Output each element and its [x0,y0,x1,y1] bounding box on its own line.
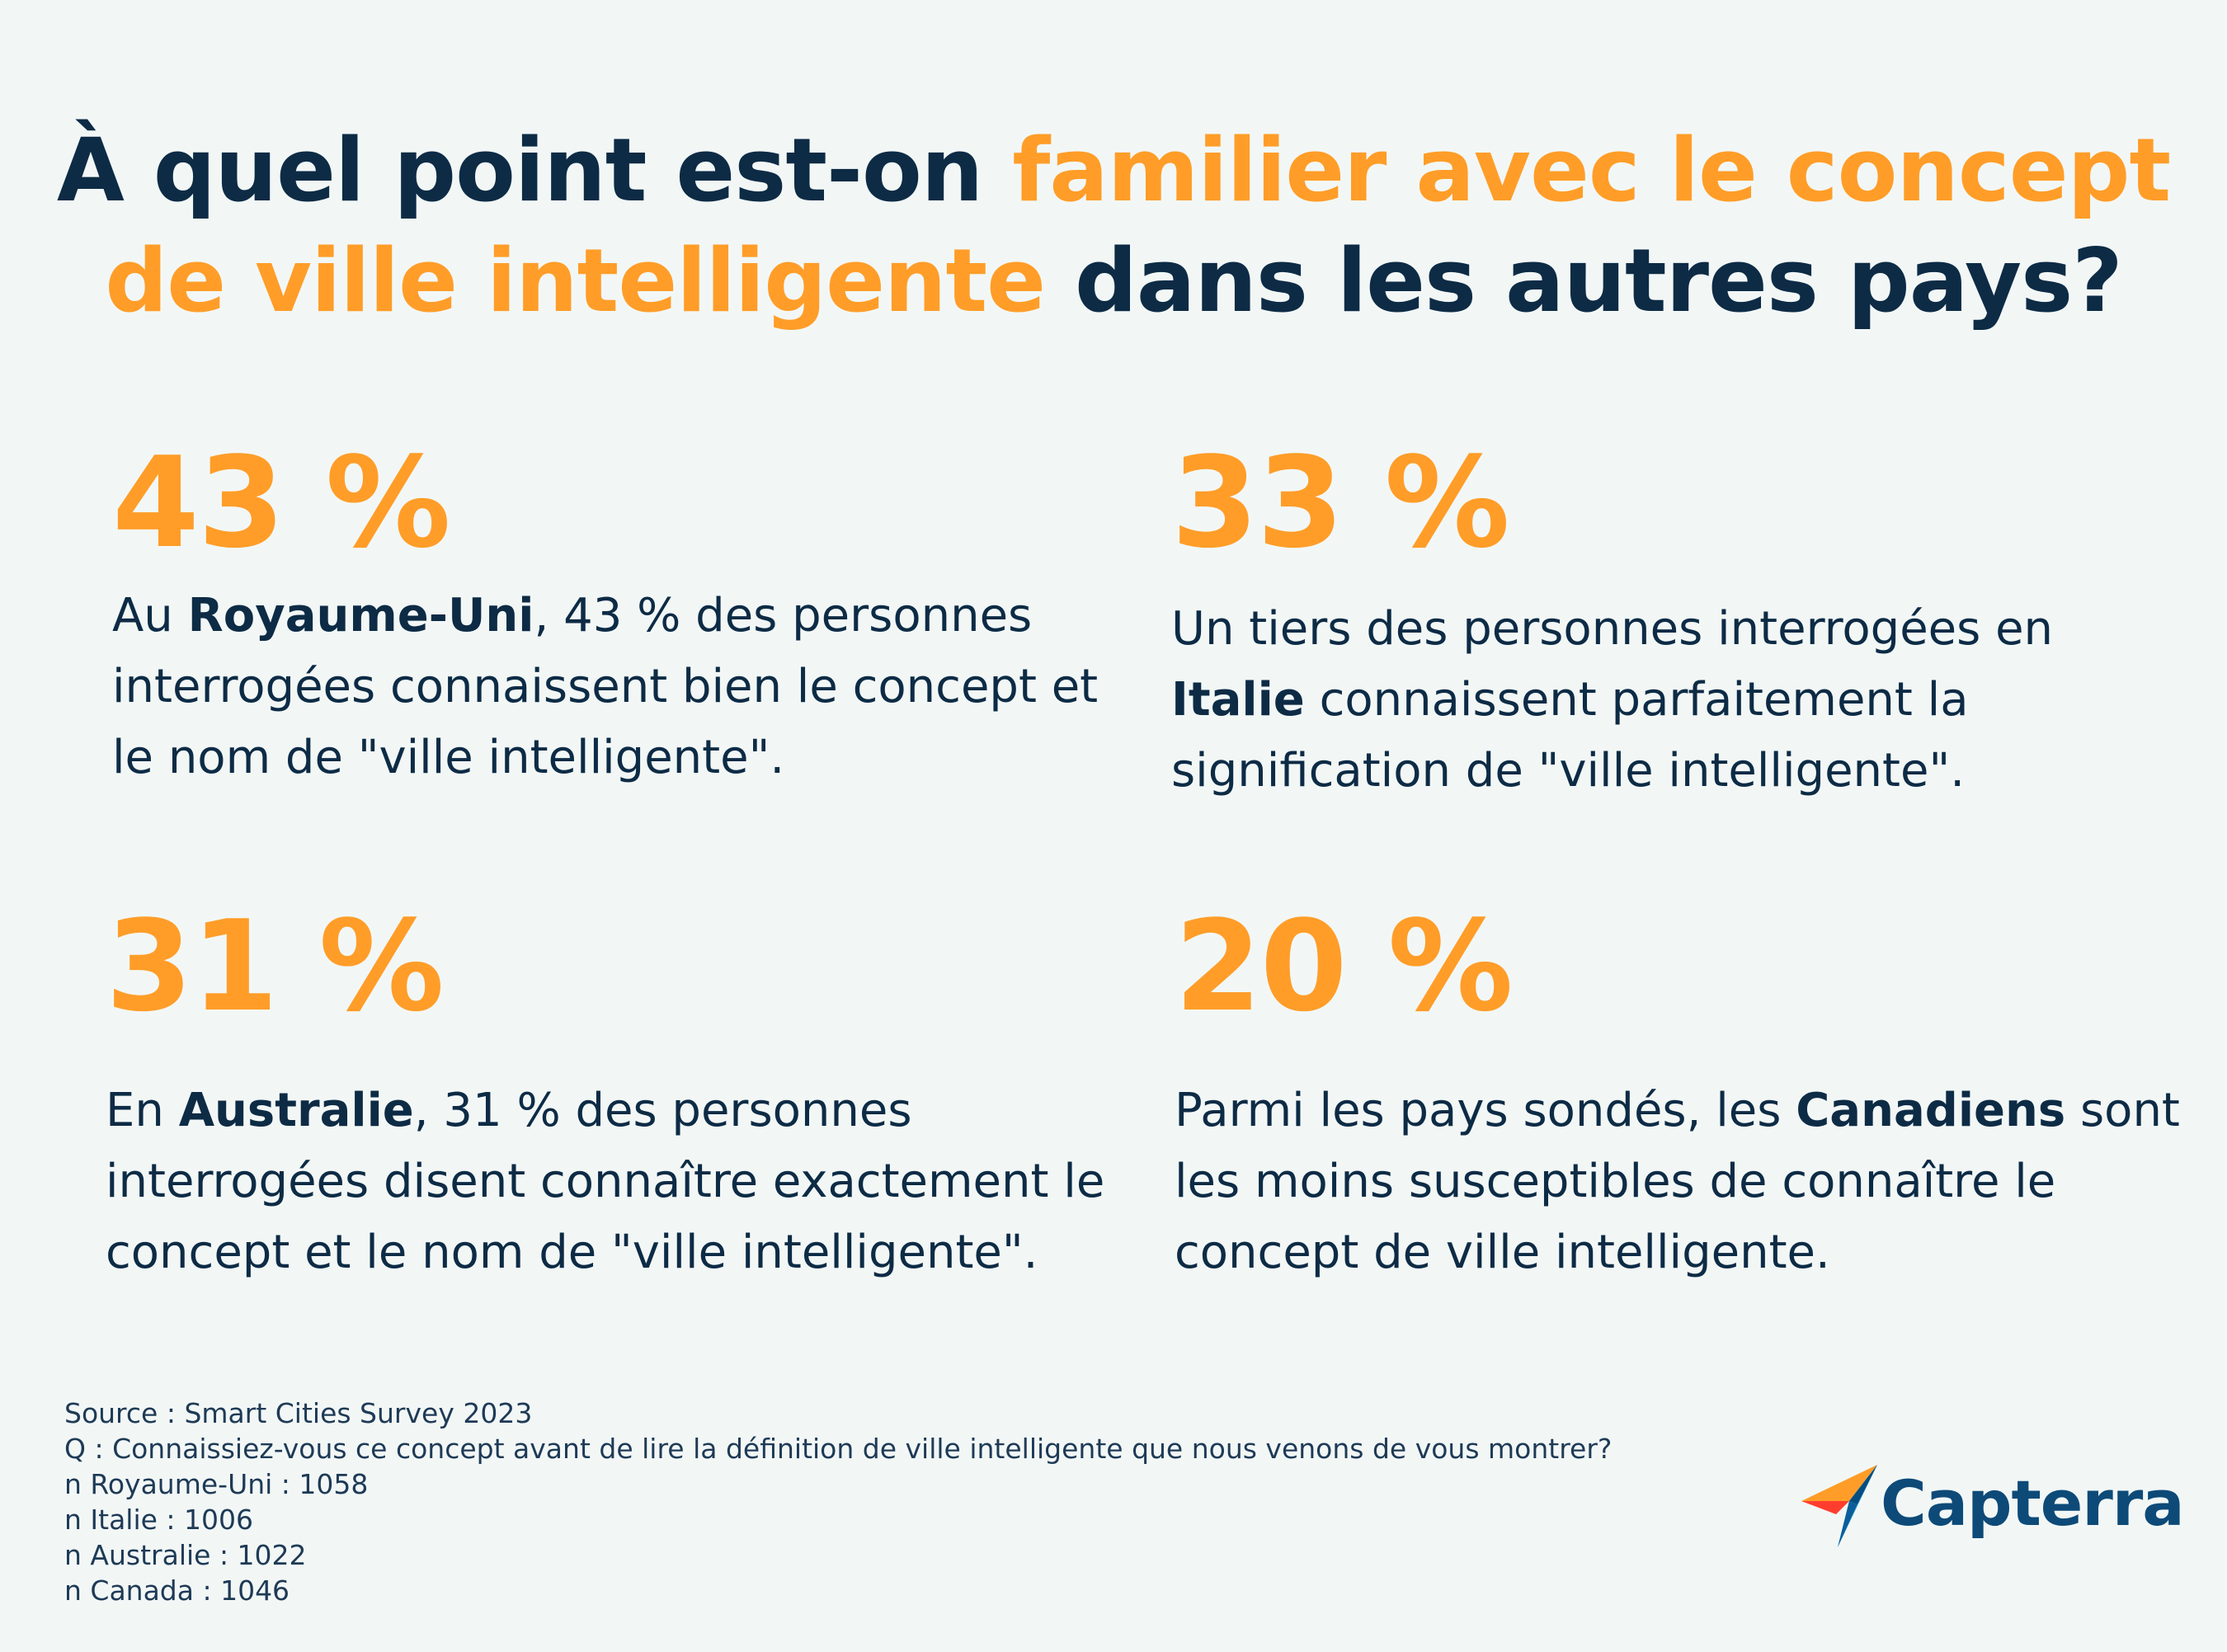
stat-block-canada: 20 % Parmi les pays sondés, les Canadien… [1175,901,2181,1288]
question-line: Q : Connaissiez-vous ce concept avant de… [64,1433,1613,1465]
stat-country: Australie [178,1084,414,1137]
stat-percent: 33 % [1171,430,1510,576]
stat-text-pre: En [106,1084,179,1137]
stat-country: Royaume-Uni [187,589,534,642]
source-notes: Source : Smart Cities Survey 2023 Q : Co… [64,1395,1612,1608]
stat-text-post: , 43 % des personnes interrogées connais… [112,589,1099,784]
stat-block-australia: 31 % En Australie, 31 % des personnes in… [106,901,1112,1288]
capterra-logo: Capterra [1801,1465,2185,1547]
sample-line-uk: n Royaume-Uni : 1058 [64,1468,369,1500]
capterra-wordmark: Capterra [1881,1466,2185,1540]
stat-country: Canadiens [1796,1084,2066,1137]
stat-description: Parmi les pays sondés, les Canadiens son… [1175,1075,2181,1288]
title-accent: familier avec le concept de ville intell… [105,120,2171,332]
stat-block-uk: 43 % Au Royaume-Uni, 43 % des personnes … [112,437,1102,793]
page-title: À quel point est-on familier avec le con… [0,115,2227,337]
stat-country: Italie [1171,673,1305,727]
source-line: Source : Smart Cities Survey 2023 [64,1397,533,1429]
stat-description: Un tiers des personnes interrogées en It… [1171,594,2161,807]
stat-text-pre: Un tiers des personnes interrogées en [1171,602,2054,656]
stat-percent: 43 % [112,430,451,576]
sample-line-italy: n Italie : 1006 [64,1504,254,1536]
title-part-2: dans les autres pays? [1045,230,2123,332]
capterra-arrow-icon [1801,1465,1877,1547]
stat-text-pre: Parmi les pays sondés, les [1175,1084,1796,1137]
sample-line-australia: n Australie : 1022 [64,1539,307,1571]
stat-percent: 31 % [106,893,445,1039]
stat-description: Au Royaume-Uni, 43 % des personnes inter… [112,581,1102,793]
stat-text-post: sont les moins susceptibles de connaître… [1175,1084,2180,1279]
sample-line-canada: n Canada : 1046 [64,1574,290,1607]
stat-description: En Australie, 31 % des personnes interro… [106,1075,1112,1288]
stat-block-italy: 33 % Un tiers des personnes interrogées … [1171,437,2161,807]
stat-text-post: connaissent parfaitement la significatio… [1171,673,1969,798]
stat-text-post: , 31 % des personnes interrogées disent … [106,1084,1105,1279]
stat-percent: 20 % [1175,893,1514,1039]
stat-text-pre: Au [112,589,188,642]
title-part-1: À quel point est-on [56,120,1013,221]
